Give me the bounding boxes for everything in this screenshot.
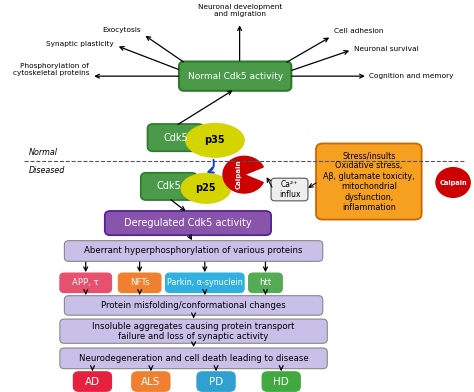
Ellipse shape — [181, 174, 231, 203]
FancyBboxPatch shape — [118, 273, 161, 292]
Text: p25: p25 — [196, 183, 216, 193]
Wedge shape — [223, 156, 263, 193]
Text: Cdk5: Cdk5 — [163, 132, 188, 143]
Text: Cell adhesion: Cell adhesion — [334, 28, 383, 34]
Ellipse shape — [186, 123, 244, 157]
Text: ALS: ALS — [141, 377, 161, 387]
Text: Parkin, α-synuclein: Parkin, α-synuclein — [167, 278, 243, 287]
Text: Neuronal survival: Neuronal survival — [354, 45, 419, 52]
FancyBboxPatch shape — [179, 62, 292, 91]
FancyBboxPatch shape — [105, 211, 271, 235]
FancyBboxPatch shape — [197, 372, 235, 391]
FancyBboxPatch shape — [147, 124, 204, 151]
FancyBboxPatch shape — [132, 372, 170, 391]
Text: Cognition and memory: Cognition and memory — [369, 73, 454, 79]
FancyBboxPatch shape — [165, 273, 244, 292]
Text: NFTs: NFTs — [130, 278, 149, 287]
Text: Deregulated Cdk5 activity: Deregulated Cdk5 activity — [124, 218, 252, 228]
Text: Ca²⁺
influx: Ca²⁺ influx — [279, 180, 300, 199]
FancyBboxPatch shape — [249, 273, 283, 292]
Text: Neuronal development
and migration: Neuronal development and migration — [198, 4, 282, 17]
FancyBboxPatch shape — [64, 296, 323, 315]
Text: Neurodegeneration and cell death leading to disease: Neurodegeneration and cell death leading… — [79, 354, 309, 363]
FancyBboxPatch shape — [64, 241, 323, 261]
Text: Normal Cdk5 activity: Normal Cdk5 activity — [188, 72, 283, 81]
FancyBboxPatch shape — [271, 178, 308, 201]
Text: Aberrant hyperphosphorylation of various proteins: Aberrant hyperphosphorylation of various… — [84, 247, 303, 256]
Text: p35: p35 — [205, 135, 225, 145]
Text: Diseased: Diseased — [28, 166, 65, 175]
FancyBboxPatch shape — [141, 173, 197, 200]
FancyBboxPatch shape — [60, 273, 111, 292]
Text: Normal: Normal — [28, 148, 57, 157]
FancyBboxPatch shape — [60, 348, 327, 368]
Text: Synaptic plasticity: Synaptic plasticity — [46, 41, 114, 47]
Text: htt: htt — [259, 278, 272, 287]
Text: Stress/insults
Oxidative stress,
Aβ, glutamate toxicity,
mitochondrial
dysfuncti: Stress/insults Oxidative stress, Aβ, glu… — [323, 151, 415, 212]
Text: APP, τ: APP, τ — [73, 278, 99, 287]
Circle shape — [436, 168, 470, 197]
Text: Cdk5: Cdk5 — [156, 181, 181, 191]
Text: Calpain: Calpain — [439, 180, 467, 185]
Text: PD: PD — [209, 377, 223, 387]
Text: HD: HD — [273, 377, 289, 387]
Text: AD: AD — [85, 377, 100, 387]
Text: Insoluble aggregates causing protein transport
failure and loss of synaptic acti: Insoluble aggregates causing protein tra… — [92, 321, 295, 341]
FancyBboxPatch shape — [73, 372, 111, 391]
Text: Calpain: Calpain — [236, 160, 242, 189]
FancyBboxPatch shape — [60, 319, 327, 343]
Text: Exocytosis: Exocytosis — [102, 27, 141, 33]
FancyBboxPatch shape — [262, 372, 301, 391]
FancyBboxPatch shape — [316, 143, 422, 220]
Text: Phosphorylation of
cytoskeletal proteins: Phosphorylation of cytoskeletal proteins — [13, 63, 89, 76]
Text: Protein misfolding/conformational changes: Protein misfolding/conformational change… — [101, 301, 286, 310]
